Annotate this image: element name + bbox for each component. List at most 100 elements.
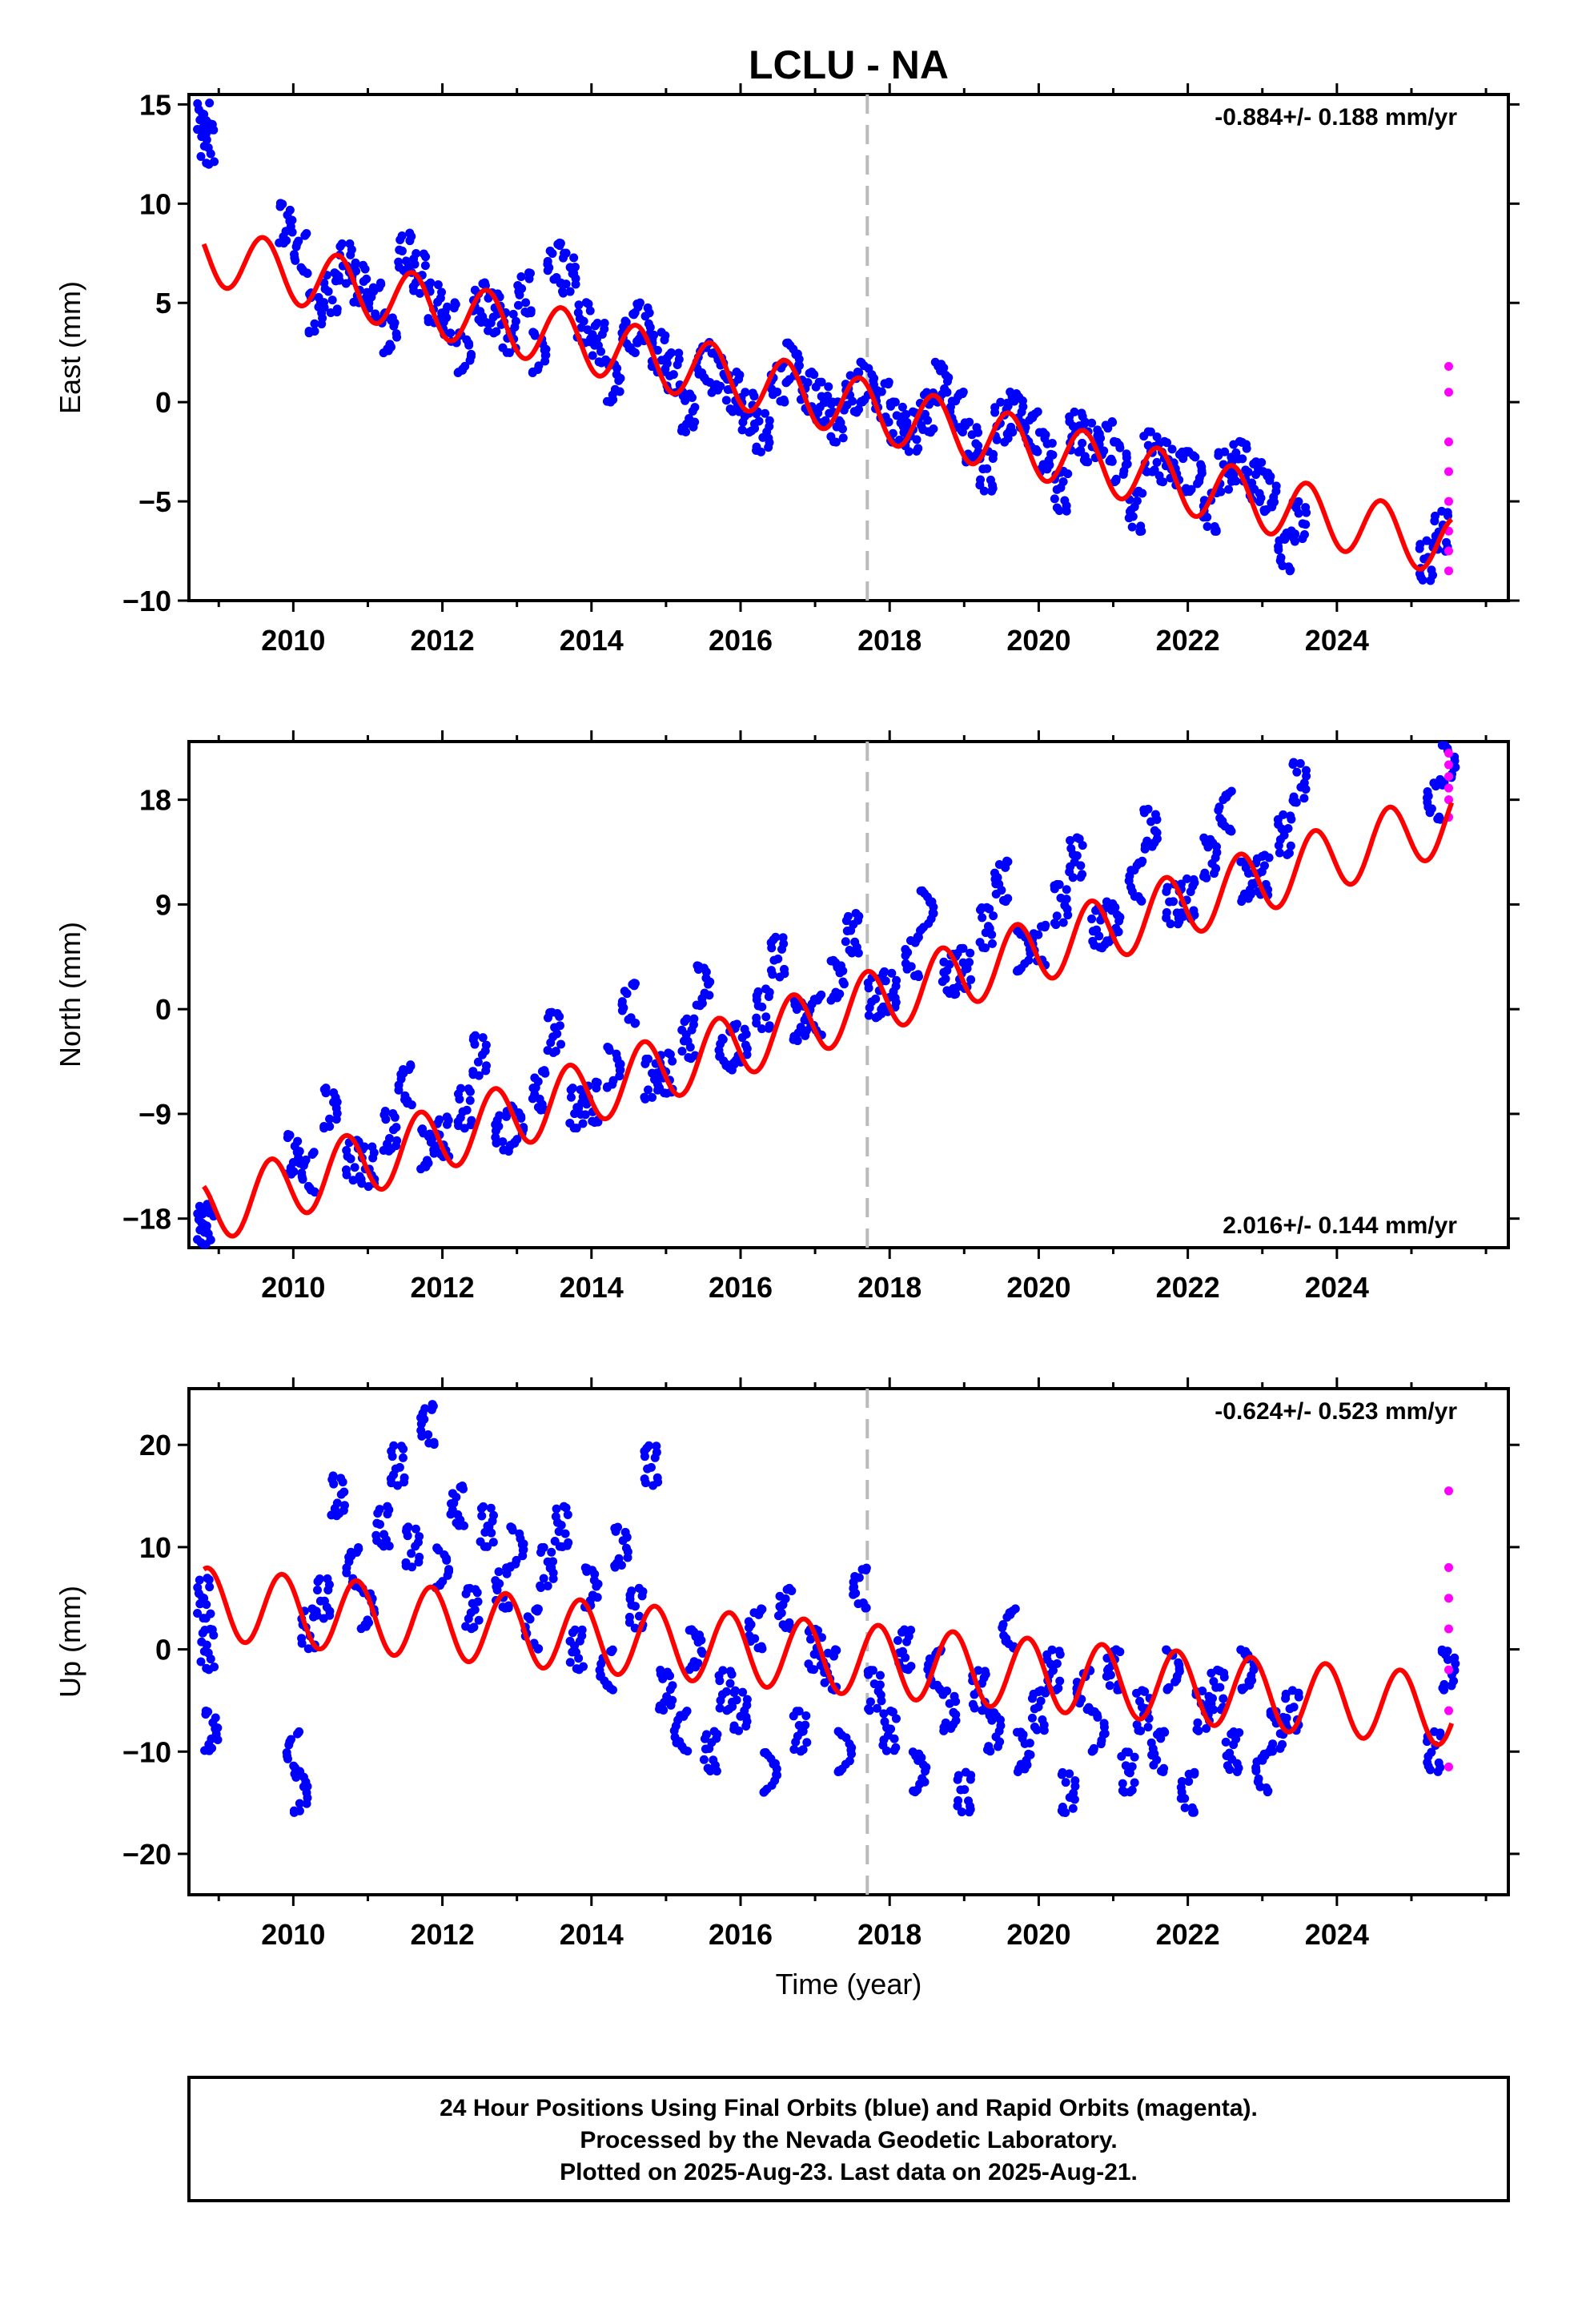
- data-point: [789, 1031, 799, 1041]
- data-point: [792, 1004, 801, 1014]
- data-point: [1423, 787, 1432, 797]
- data-point: [763, 1751, 773, 1760]
- data-point: [761, 1012, 771, 1022]
- data-point: [1212, 842, 1222, 851]
- data-point: [838, 433, 848, 443]
- data-point: [951, 1697, 961, 1707]
- data-point: [640, 1446, 649, 1456]
- data-point: [543, 259, 552, 269]
- data-point: [336, 1490, 346, 1499]
- data-point: [958, 943, 968, 953]
- data-point: [1030, 1704, 1039, 1714]
- data-point: [517, 1540, 527, 1550]
- footer-box: 24 Hour Positions Using Final Orbits (bl…: [187, 2076, 1510, 2202]
- data-point: [367, 1142, 377, 1152]
- data-point: [1150, 465, 1159, 475]
- data-point: [1176, 1783, 1186, 1792]
- data-point: [1277, 824, 1287, 834]
- data-point: [1027, 1694, 1037, 1703]
- data-point: [852, 943, 861, 952]
- data-point: [477, 1050, 487, 1059]
- data-point: [371, 1530, 381, 1540]
- data-point: [569, 1124, 579, 1133]
- data-point: [1140, 841, 1150, 850]
- data-point: [1150, 1749, 1159, 1759]
- data-point: [1444, 546, 1454, 556]
- data-point: [1224, 485, 1234, 494]
- data-point: [1287, 814, 1296, 824]
- data-point: [1146, 427, 1155, 436]
- data-point: [1050, 881, 1059, 891]
- data-point: [487, 1528, 496, 1538]
- data-point: [757, 1024, 767, 1034]
- data-point: [299, 267, 308, 276]
- data-point: [299, 1160, 308, 1170]
- data-point: [443, 1570, 452, 1580]
- data-point: [203, 1574, 212, 1583]
- data-point: [1127, 1785, 1137, 1795]
- data-point: [1072, 833, 1082, 842]
- data-point: [699, 963, 709, 973]
- data-point: [1139, 805, 1149, 814]
- data-point: [1111, 476, 1121, 485]
- data-point: [373, 1509, 383, 1518]
- data-point: [549, 275, 559, 284]
- data-point: [832, 1646, 841, 1655]
- data-point: [543, 1046, 552, 1055]
- data-point: [588, 1590, 597, 1600]
- data-point: [424, 279, 434, 289]
- data-point: [902, 1637, 912, 1647]
- data-point: [547, 1547, 556, 1557]
- data-point: [974, 428, 983, 437]
- data-point: [655, 1701, 665, 1711]
- data-point: [474, 1615, 484, 1625]
- data-point: [1122, 453, 1131, 463]
- data-point: [752, 1013, 761, 1023]
- data-point: [205, 99, 215, 108]
- data-point: [1104, 937, 1114, 947]
- data-point: [323, 1585, 333, 1594]
- data-point: [1184, 1777, 1194, 1787]
- data-point: [303, 1793, 312, 1803]
- data-point: [680, 1745, 689, 1755]
- data-point: [1286, 565, 1295, 575]
- data-point: [891, 1714, 901, 1723]
- data-point: [431, 1141, 440, 1151]
- data-point: [1068, 873, 1078, 883]
- data-point: [1132, 861, 1142, 870]
- data-point: [1070, 1775, 1080, 1785]
- rate-label: 2.016+/- 0.144 mm/yr: [1223, 1212, 1457, 1239]
- data-point: [912, 435, 921, 444]
- data-point: [672, 1738, 681, 1747]
- data-point: [1229, 1740, 1239, 1750]
- data-point: [990, 403, 1000, 412]
- data-point: [464, 1614, 473, 1623]
- data-point: [1110, 436, 1119, 446]
- data-point: [548, 1568, 558, 1578]
- data-point: [984, 1742, 994, 1751]
- data-point: [488, 1510, 498, 1520]
- data-point: [644, 1085, 653, 1095]
- data-point: [663, 1667, 673, 1677]
- data-point: [1444, 1624, 1454, 1634]
- data-point: [1444, 1665, 1454, 1675]
- data-point: [677, 1047, 687, 1056]
- data-point: [1050, 494, 1059, 504]
- data-point: [558, 288, 568, 298]
- y-axis-label: North (mm): [54, 922, 86, 1068]
- data-point: [528, 328, 538, 337]
- data-point: [512, 1135, 522, 1144]
- data-point: [1289, 533, 1299, 543]
- data-point: [452, 1492, 461, 1502]
- data-point: [297, 1168, 307, 1178]
- data-point: [1055, 1676, 1065, 1686]
- data-point: [1241, 1647, 1251, 1656]
- data-point: [1211, 525, 1221, 535]
- y-tick-label: −10: [122, 1735, 171, 1768]
- data-point: [648, 1092, 657, 1102]
- data-point: [842, 400, 852, 410]
- panel-axes: 18 9 0 −9 −18 2010 2012 2014 2016 2018 2020 2022 202…: [122, 730, 1520, 1304]
- data-point: [197, 1637, 207, 1647]
- data-point: [700, 1734, 709, 1743]
- data-point: [683, 1036, 693, 1046]
